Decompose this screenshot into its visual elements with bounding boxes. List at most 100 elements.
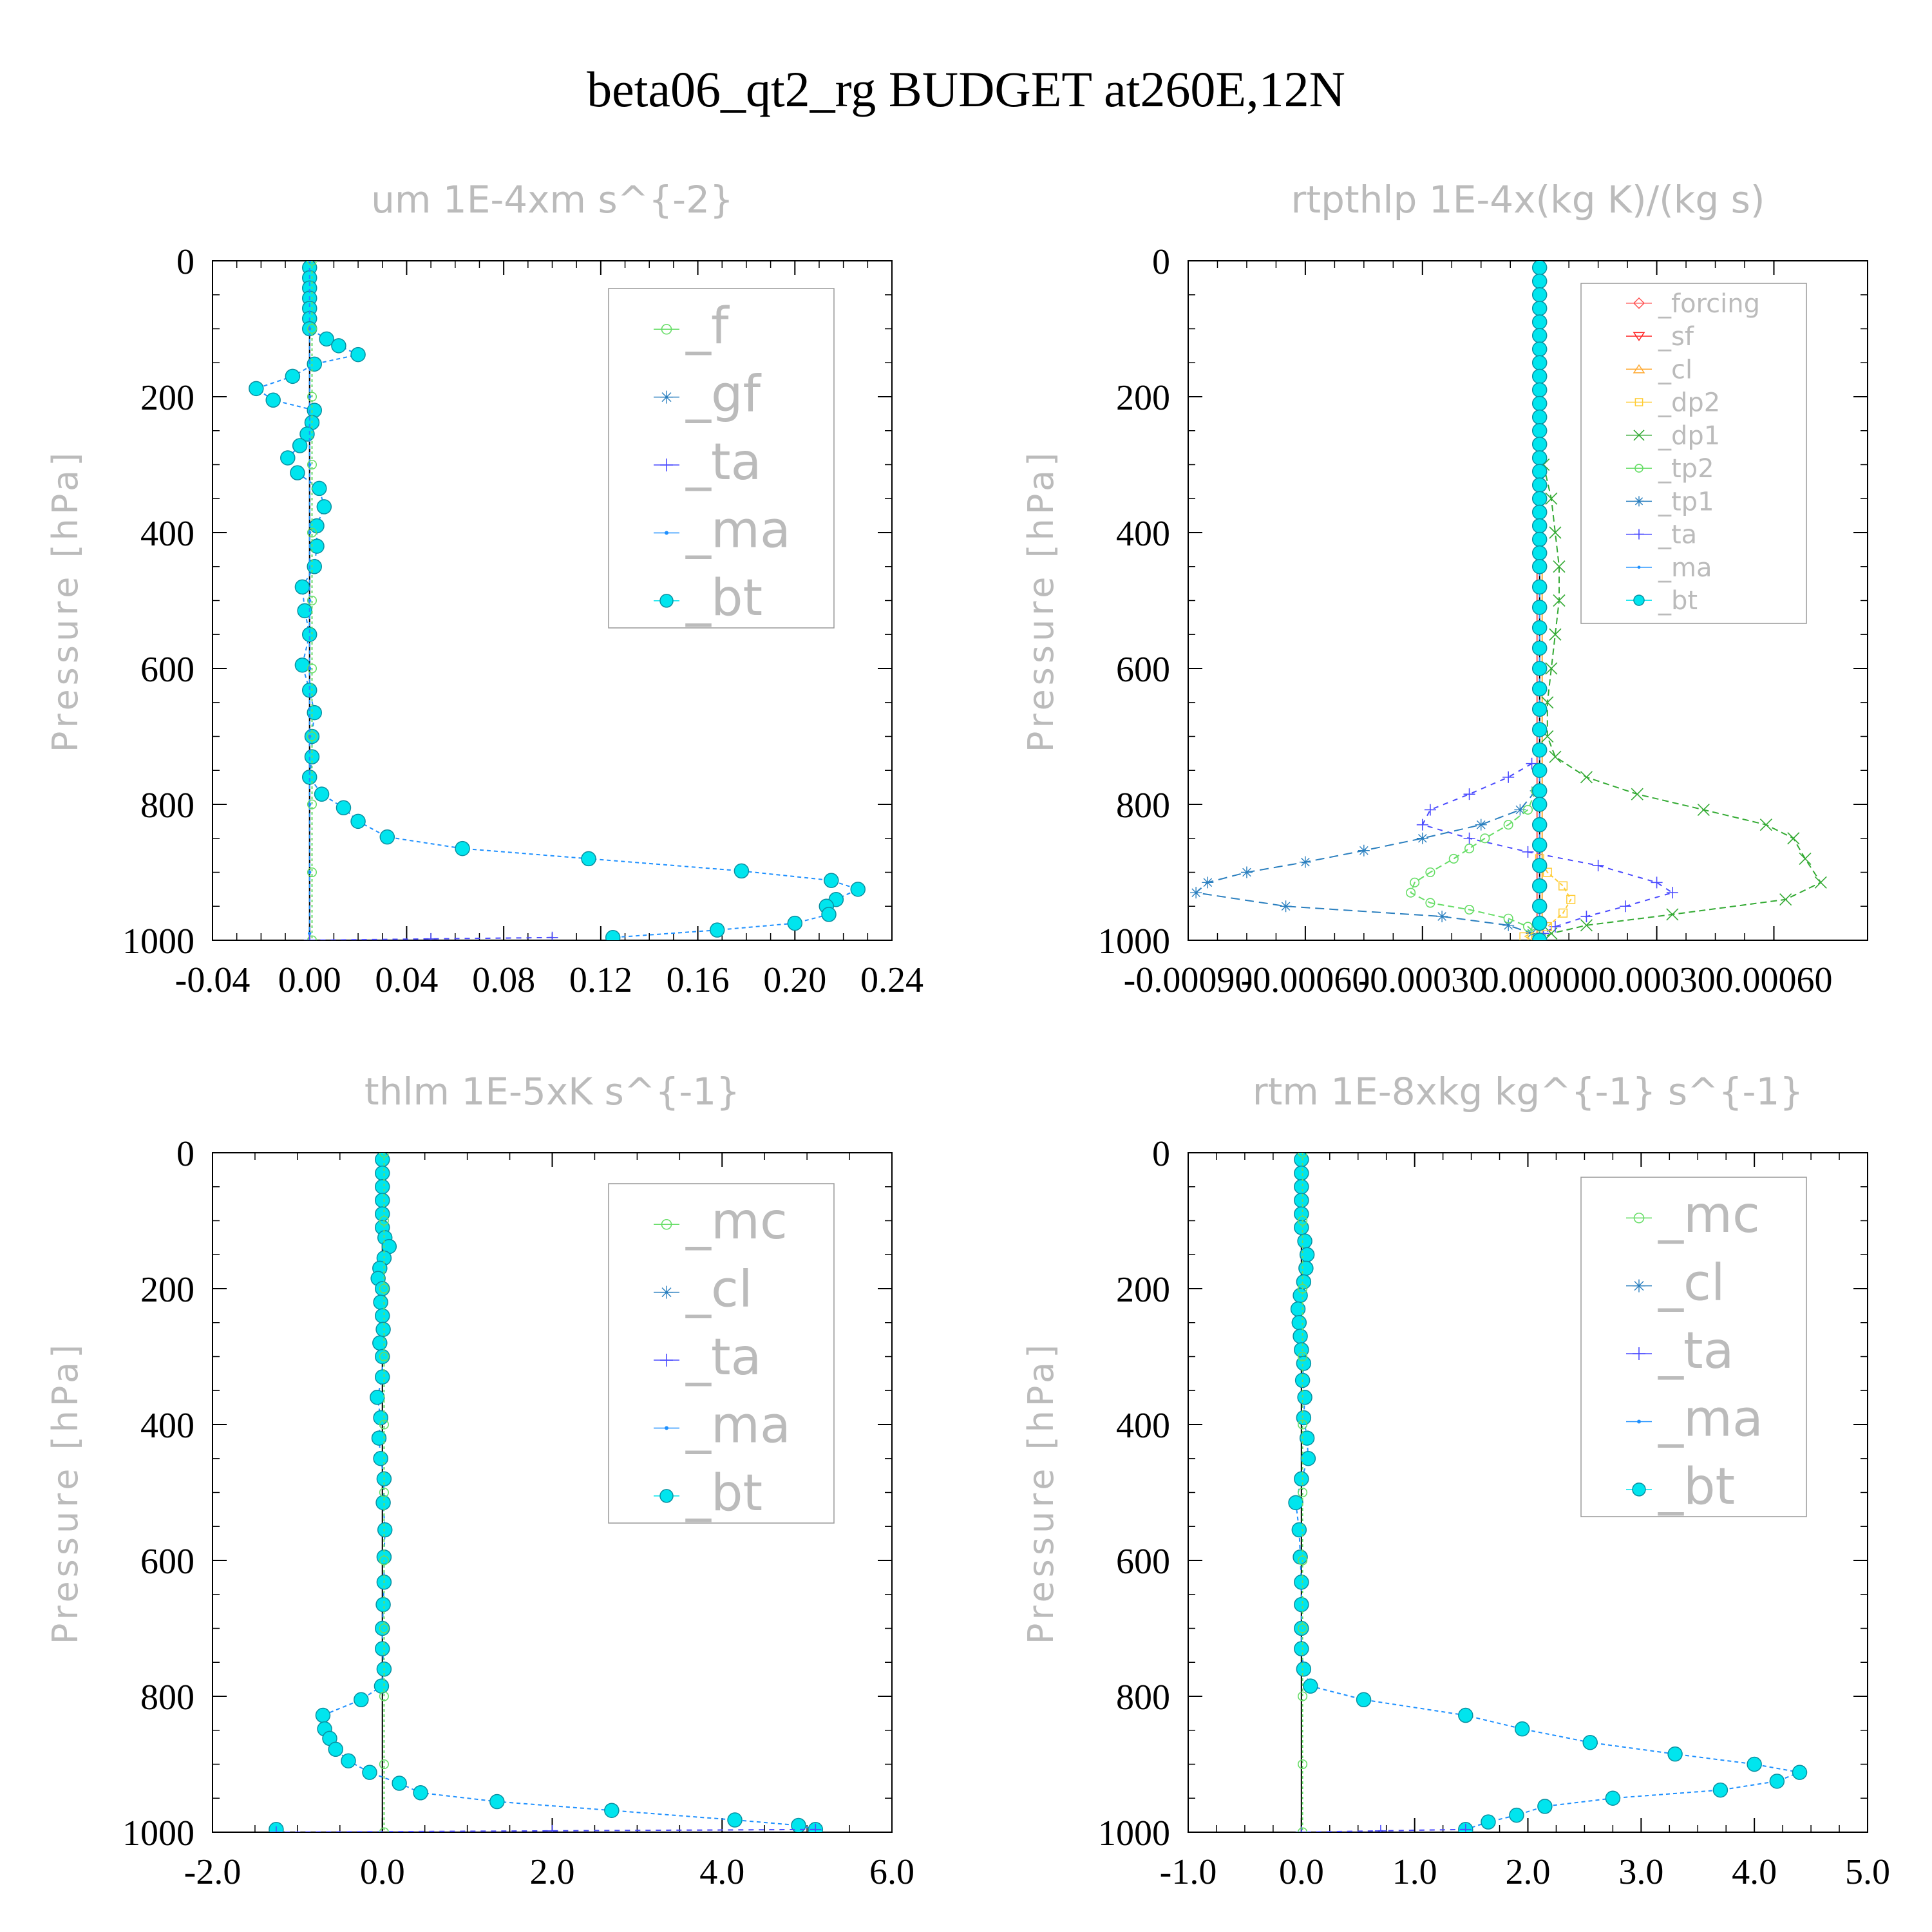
data-point-bt [375,1321,391,1338]
data-point-tp2 [1503,820,1513,830]
legend-label: _ta [1658,520,1697,550]
x-tick-label: -0.00030 [1358,960,1487,1000]
data-point-tp1 [1190,887,1202,899]
data-point-tp2 [1522,922,1533,932]
data-point-ma [308,734,312,739]
data-point-bt [307,705,322,721]
legend-marker [659,1489,674,1503]
data-point-dp1 [1814,876,1827,889]
legend-label: _ma [1658,553,1712,583]
data-point-dp1 [1549,750,1562,763]
data-point-bt [791,1817,806,1832]
series-line-tp1 [1194,790,1540,940]
data-point-mc [1298,1351,1308,1362]
data-point-bt [1288,1495,1303,1511]
data-point-bt [1531,915,1548,931]
data-point-ta [1502,771,1515,783]
data-point-ma [308,598,312,603]
legend-marker [1634,398,1643,406]
x-tick-label: 0.08 [472,960,535,1000]
data-point-bt [377,1522,393,1538]
x-tick-label: -0.04 [175,960,251,1000]
panel-thlm: thlm 1E-5xK s^{-1} Pressure [hPa] 0 200 400 6… [45,1070,914,1892]
data-point-bt [1531,600,1548,615]
data-point-tp1 [1280,900,1292,913]
y-tick-label: 0 [176,1134,194,1174]
legend-marker [660,1354,673,1367]
data-point-bt [328,1741,343,1757]
data-point-bt [1531,701,1548,717]
data-point-dp1 [1799,852,1812,865]
data-point-tp2 [1464,904,1475,915]
data-point-tp1 [1202,876,1214,889]
data-point-mc [379,1215,389,1226]
legend-marker [1633,332,1645,341]
data-point-tp2 [1503,913,1513,923]
y-tick-label: 200 [1116,378,1170,418]
data-point-tp1 [1514,804,1526,816]
series-line-ta [276,1828,816,1832]
y-tick-label: 1000 [1098,1814,1170,1853]
legend-label: _sf [1658,322,1694,352]
data-point-mc [1298,1555,1308,1566]
data-point-ta [1666,887,1678,899]
data-point-bt [1747,1756,1762,1772]
data-point-bt [375,1193,390,1208]
legend-label: _dp2 [1658,388,1720,418]
legend-marker [1633,364,1645,374]
y-axis-label: Pressure [hPa] [45,449,86,752]
data-point-bt [581,851,596,867]
legend-label: _tp1 [1658,487,1714,516]
x-tick-label: 0.16 [667,960,730,1000]
x-tick-label: 0.00060 [1715,960,1832,1000]
data-point-mc [379,1419,389,1430]
legend-marker [1633,1279,1645,1293]
x-tick-label: 4.0 [1732,1852,1777,1892]
data-point-bt [1667,1746,1683,1762]
data-point-ma [308,462,312,467]
data-point-bt [312,480,327,497]
data-point-bt [316,499,332,515]
legend-marker [660,1285,673,1299]
data-point-ta [303,934,316,940]
data-point-tp1 [1299,856,1311,868]
data-point-bt [375,1369,390,1385]
data-point-bt [373,1451,388,1466]
data-point-tp1 [1502,919,1515,931]
data-point-bt [375,1165,390,1181]
legend-label: _mc [1658,1186,1760,1244]
data-point-tp2 [1522,804,1533,815]
data-point-ta [1592,859,1604,871]
data-point-ta [1416,819,1428,831]
data-point-bt [1297,1390,1312,1405]
y-tick-label: 0 [176,242,194,282]
data-point-bt [1356,1692,1372,1708]
data-point-tp2 [1464,844,1475,854]
data-point-ta [546,1824,558,1832]
data-point-bt [341,1753,356,1768]
data-point-bt [1291,1522,1307,1538]
data-point-bt [375,1179,390,1195]
data-point-mc [379,1555,389,1566]
data-point-bt [1531,287,1548,303]
data-point-mc [379,1283,389,1294]
data-point-bt [1297,1233,1312,1249]
y-tick-label: 1000 [122,922,194,961]
legend-label: _ma [685,1396,791,1454]
data-point-bt [294,657,310,673]
x-tick-label: 0.00 [278,960,341,1000]
series-line-ta [1421,762,1674,940]
data-point-ta [1526,757,1538,770]
data-point-bt [413,1785,428,1801]
x-tick-label: 0.00030 [1598,960,1716,1000]
x-tick-label: -0.00060 [1241,960,1370,1000]
legend-box [608,1183,835,1524]
data-point-bt [297,603,312,619]
data-point-bt [1481,1814,1496,1830]
data-point-bt [1294,1641,1309,1656]
data-point-bt [372,1335,388,1351]
data-point-f [307,323,317,334]
data-point-bt [375,1641,390,1656]
data-point-mc [379,1759,389,1770]
data-point-bt [1531,681,1548,697]
